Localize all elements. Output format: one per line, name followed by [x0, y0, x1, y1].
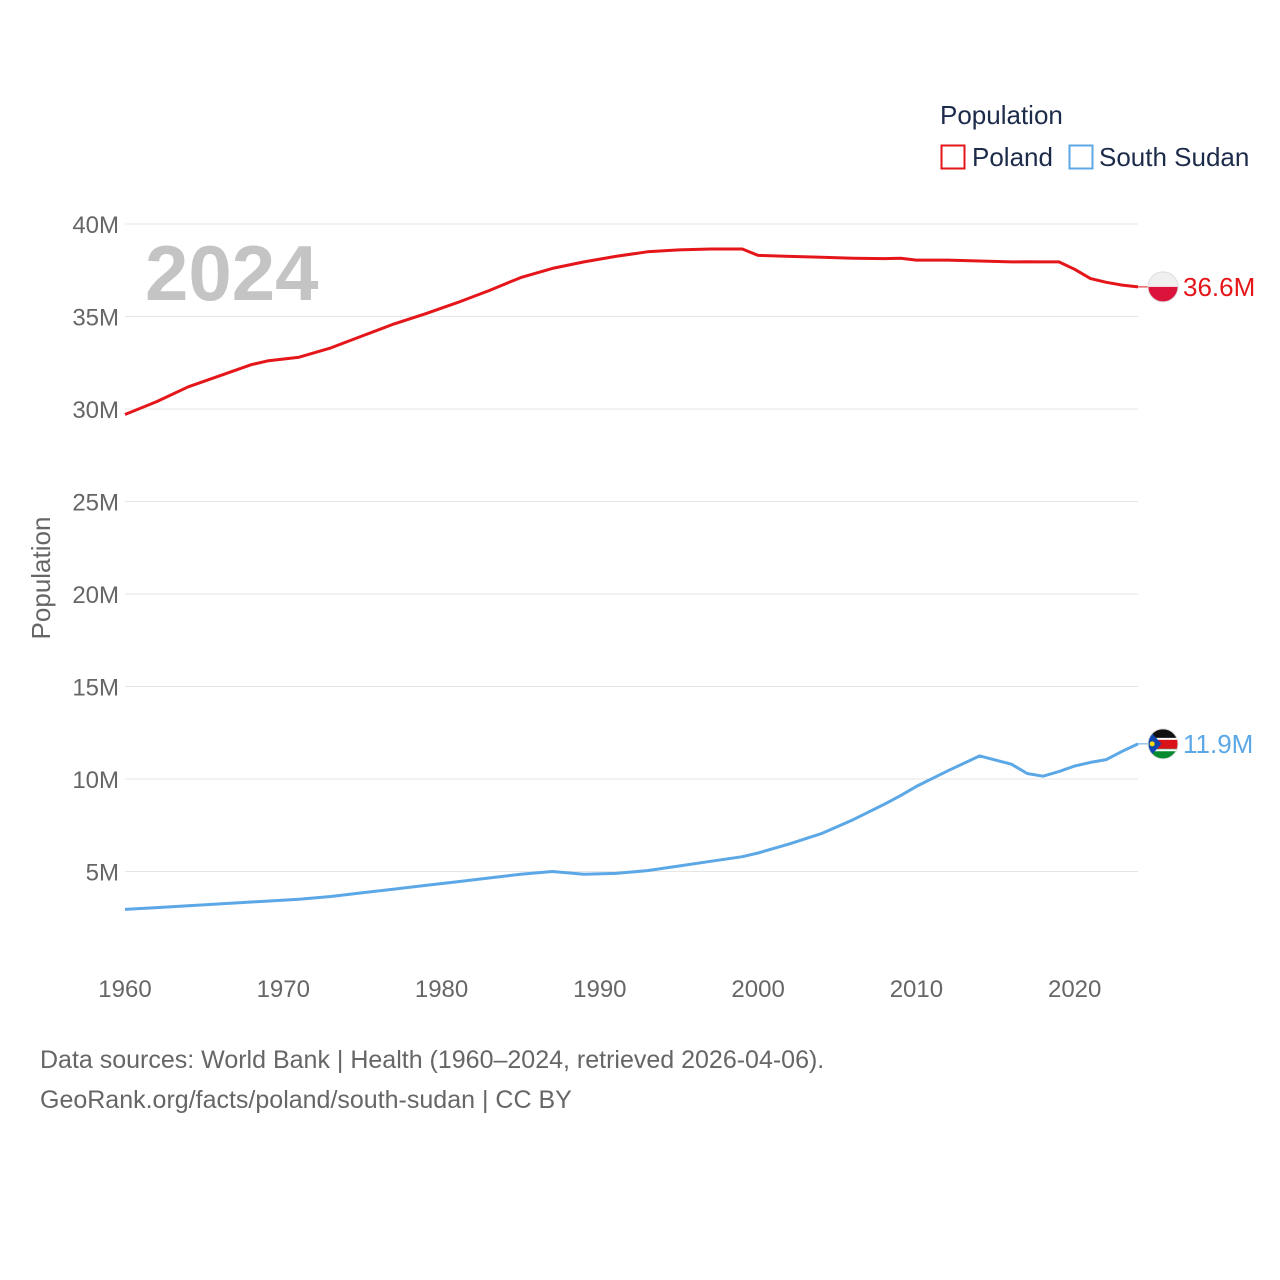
flag-outline-poland: [1147, 271, 1179, 303]
flag-body-south-sudan: [1148, 728, 1178, 759]
legend-swatch-poland[interactable]: [940, 144, 966, 170]
footer: Data sources: World Bank | Health (1960–…: [40, 1040, 824, 1120]
series-lines: [124, 247, 1139, 911]
x-tick-label-2020: 2020: [1048, 976, 1101, 1003]
flag-poland-icon: [1147, 271, 1179, 303]
y-tick-label-40M: 40M: [72, 212, 119, 239]
x-tick-label-1960: 1960: [98, 976, 151, 1003]
y-tick-label-15M: 15M: [72, 675, 119, 702]
flag-band-white: [1148, 271, 1178, 287]
y-tick-label-35M: 35M: [72, 305, 119, 332]
series-end-markers: 36.6M 11.9M: [1138, 271, 1255, 760]
flag-fimbriation-bottom: [1148, 749, 1178, 752]
end-label-south-sudan: 11.9M: [1183, 729, 1253, 759]
y-tick-label-10M: 10M: [72, 767, 119, 794]
grid-lines: [125, 223, 1138, 872]
year-display: 2024: [145, 229, 319, 317]
series-line-south-sudan: [124, 742, 1139, 911]
data-source-line: Data sources: World Bank | Health (1960–…: [40, 1046, 825, 1074]
legend-swatch-south-sudan[interactable]: [1068, 144, 1094, 170]
flag-band-green: [1148, 748, 1178, 759]
y-tick-label-30M: 30M: [72, 397, 119, 424]
y-tick-label-5M: 5M: [86, 860, 119, 887]
legend-label-south-sudan[interactable]: South Sudan: [1099, 142, 1249, 172]
legend-title: Population: [940, 100, 1063, 130]
flag-band-black: [1148, 728, 1178, 739]
series-line-poland: [124, 247, 1139, 416]
x-tick-label-2010: 2010: [890, 976, 943, 1003]
legend: Population Poland South Sudan: [940, 100, 1249, 172]
x-tick-label-2000: 2000: [731, 976, 784, 1003]
flag-body-poland: [1148, 271, 1178, 302]
flag-triangle-blue: [1148, 728, 1162, 759]
attribution-line: GeoRank.org/facts/poland/south-sudan | C…: [40, 1086, 572, 1114]
x-axis-ticks: 1960 1970 1980 1990 2000 2010 2020: [98, 976, 1101, 1003]
flag-outline-south-sudan: [1147, 728, 1179, 760]
end-label-poland: 36.6M: [1183, 272, 1255, 302]
legend-label-poland[interactable]: Poland: [972, 142, 1053, 172]
y-tick-label-20M: 20M: [72, 582, 119, 609]
y-axis-ticks: 5M 10M 15M 20M 25M 30M 35M 40M: [72, 212, 119, 887]
x-tick-label-1990: 1990: [573, 976, 626, 1003]
flag-band-red: [1148, 286, 1178, 302]
flag-band-red: [1148, 738, 1178, 749]
flag-south-sudan-icon: [1147, 728, 1179, 760]
flag-fimbriation-top: [1148, 737, 1178, 740]
flag-star-yellow: [1149, 741, 1155, 747]
y-tick-label-25M: 25M: [72, 490, 119, 517]
x-tick-label-1970: 1970: [257, 976, 310, 1003]
x-tick-label-1980: 1980: [415, 976, 468, 1003]
y-axis-label: Population: [26, 517, 56, 640]
